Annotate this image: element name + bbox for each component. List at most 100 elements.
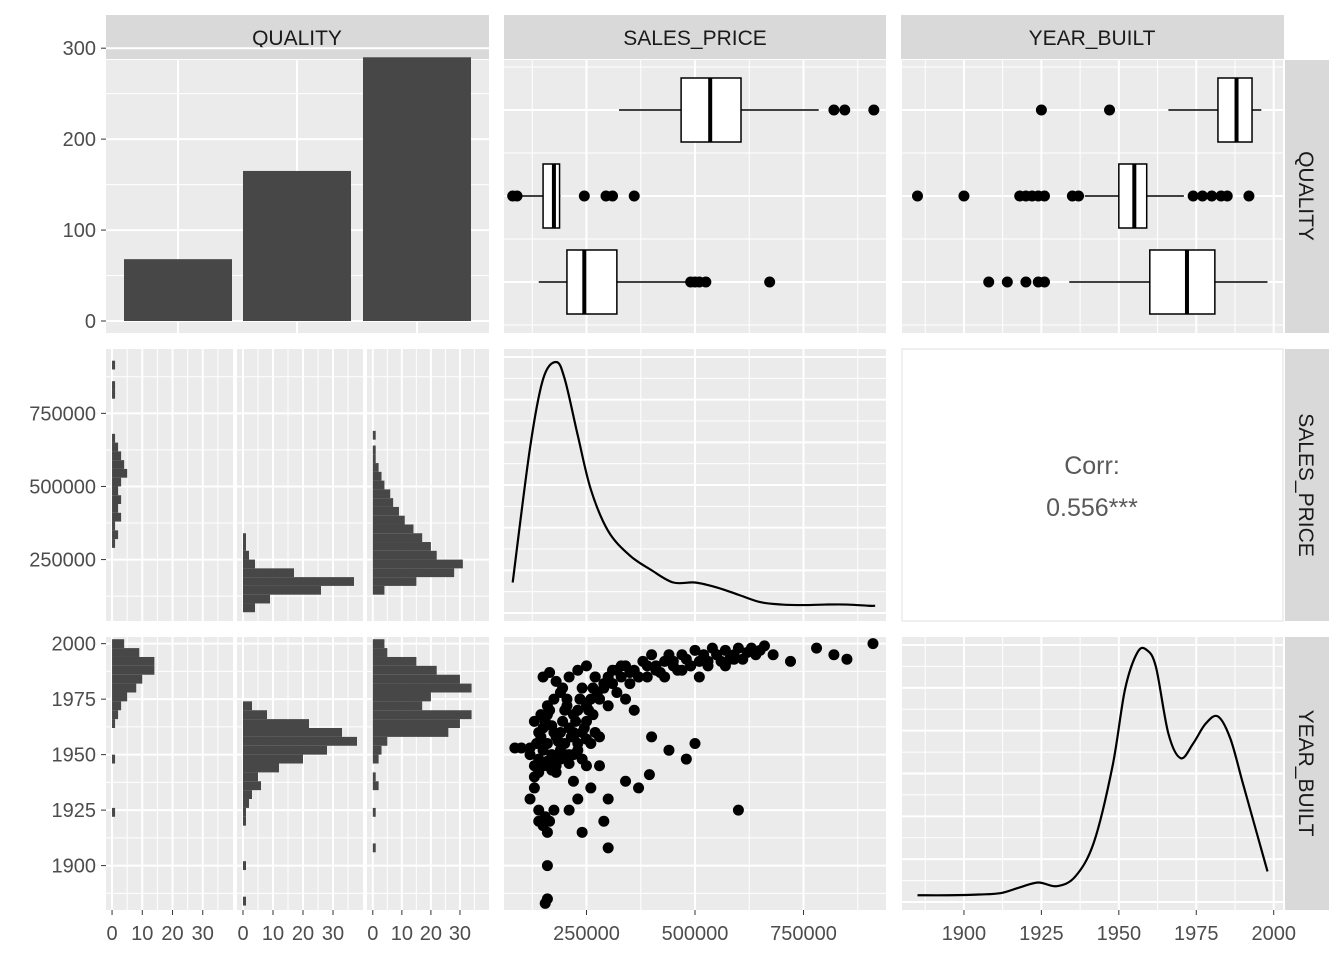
outlier-point — [983, 276, 995, 288]
scatter-point — [611, 686, 623, 698]
xtick-label-count-30: 30 — [192, 923, 214, 945]
outlier-point — [1038, 190, 1050, 202]
histogram-bar — [243, 533, 246, 543]
outlier-point — [1243, 190, 1255, 202]
histogram-bar — [112, 433, 116, 443]
strip-row-sales-price-bg — [1285, 349, 1329, 621]
histogram-bar — [112, 754, 116, 764]
scatter-point — [628, 704, 640, 716]
outlier-point — [958, 190, 970, 202]
histogram-bar — [372, 781, 379, 791]
outlier-point — [1104, 104, 1116, 116]
xtick-label-count-30: 30 — [322, 923, 344, 945]
outlier-point — [1035, 104, 1047, 116]
outlier-point — [511, 190, 523, 202]
scatter-point — [685, 660, 697, 672]
scatter-point — [567, 709, 579, 721]
scatter-point — [524, 749, 536, 761]
scatter-point — [539, 897, 551, 909]
ytick-label-1975: 1975 — [52, 689, 97, 711]
scatter-point — [624, 678, 636, 690]
xtick-label-count-0: 0 — [367, 923, 378, 945]
scatter-point — [589, 671, 601, 683]
histogram-bar — [372, 515, 405, 525]
histogram-bar — [112, 504, 119, 513]
histogram-bar — [243, 745, 327, 755]
histogram-bar — [372, 577, 417, 586]
histogram-bar — [372, 648, 388, 657]
histogram-bar — [372, 568, 455, 578]
scatter-point — [544, 815, 556, 827]
bar-1 — [124, 259, 232, 321]
scatter-point — [557, 682, 569, 694]
strip-quality-label: QUALITY — [252, 27, 342, 50]
xtick-label-2000: 2000 — [1251, 923, 1296, 945]
xtick-label-count-20: 20 — [420, 923, 442, 945]
histogram-bar — [243, 594, 270, 604]
ytick-label-count-100: 100 — [63, 220, 96, 242]
histogram-bar — [243, 790, 252, 800]
histogram-bar — [112, 512, 122, 522]
scatter-point — [719, 644, 731, 656]
strip-year-built-label: YEAR_BUILT — [1029, 27, 1156, 50]
histogram-bar — [112, 683, 137, 693]
scatter-point — [602, 793, 614, 805]
histogram-bar — [243, 728, 342, 737]
scatter-point — [587, 709, 599, 721]
scatter-point — [602, 842, 614, 854]
scatter-point — [624, 667, 636, 679]
histogram-bar — [372, 772, 376, 782]
scatter-point — [544, 667, 556, 679]
row-strips: QUALITY SALES_PRICE YEAR_BUILT — [1285, 60, 1329, 910]
histogram-bar — [243, 896, 246, 906]
histogram-bar — [112, 692, 128, 702]
scatter-point — [693, 671, 705, 683]
xtick-label-count-20: 20 — [161, 923, 183, 945]
scatter-point — [680, 753, 692, 765]
boxplot-top — [619, 77, 880, 143]
outlier-point — [1196, 190, 1208, 202]
outlier-point — [1001, 276, 1013, 288]
outlier-point — [839, 104, 851, 116]
scatter-point — [572, 664, 584, 676]
histogram-bar — [243, 763, 279, 773]
histogram-bar — [112, 530, 119, 540]
histogram-bar — [112, 381, 116, 390]
histogram-bar — [372, 463, 379, 472]
histogram-bar — [112, 539, 116, 548]
bar-3 — [363, 57, 471, 321]
histogram-bar — [372, 524, 414, 534]
histogram-bar — [112, 639, 125, 649]
histogram-bar — [243, 861, 246, 871]
scatter-point — [554, 726, 566, 738]
outlier-point — [1221, 190, 1233, 202]
density-curve — [511, 360, 876, 607]
histogram-bar — [372, 710, 472, 720]
xtick-label-count-10: 10 — [131, 923, 153, 945]
scatter-point — [641, 671, 653, 683]
histogram-bar — [243, 781, 261, 791]
scatter-point — [585, 738, 597, 750]
outlier-point — [911, 190, 923, 202]
scatter-point — [633, 671, 645, 683]
outlier-point — [1206, 190, 1218, 202]
histogram-bar — [243, 568, 294, 578]
scatter-point — [676, 664, 688, 676]
strip-row-sales-price-label: SALES_PRICE — [1294, 413, 1317, 557]
outlier-point — [828, 104, 840, 116]
outlier-point — [1073, 190, 1085, 202]
histogram-bar — [372, 807, 376, 817]
histogram-bar — [243, 577, 354, 586]
ytick-label-250000: 250000 — [29, 550, 96, 572]
strip-year-built-bg — [901, 15, 1284, 59]
histogram-bar — [372, 559, 463, 569]
outlier-point — [700, 276, 712, 288]
xtick-label-1900: 1900 — [942, 923, 987, 945]
histogram-bar — [372, 674, 460, 684]
scatter-point — [667, 655, 679, 667]
boxplot-middle — [911, 163, 1255, 229]
outlier-point — [1020, 276, 1032, 288]
histogram-bar — [243, 799, 249, 808]
histogram-bar — [112, 477, 122, 487]
